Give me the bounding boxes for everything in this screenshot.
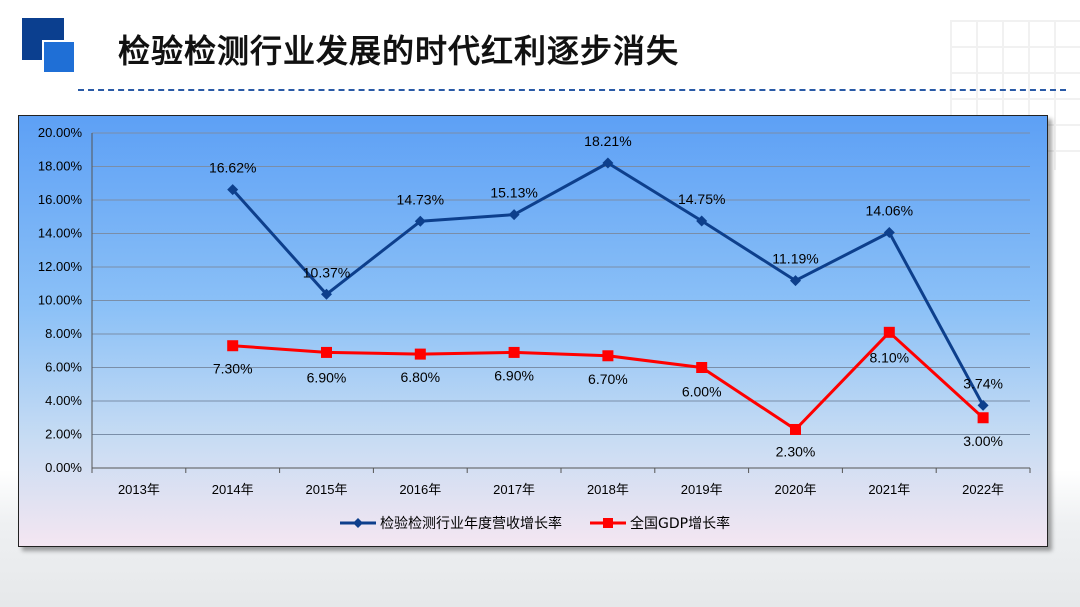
- data-point-2: [227, 340, 239, 352]
- x-tick-label: 2014年: [212, 482, 254, 497]
- data-point-2: [508, 346, 520, 358]
- data-point-1: [883, 226, 895, 238]
- data-label-1: 14.75%: [678, 191, 725, 207]
- logo-square-light: [42, 40, 76, 74]
- data-label-1: 18.21%: [584, 133, 631, 149]
- data-point-2: [977, 412, 989, 424]
- x-tick-label: 2017年: [493, 482, 535, 497]
- y-tick-label: 4.00%: [45, 393, 82, 408]
- y-tick-label: 0.00%: [45, 460, 82, 475]
- x-tick-label: 2021年: [868, 482, 910, 497]
- data-label-2: 2.30%: [776, 443, 816, 459]
- y-tick-label: 18.00%: [38, 159, 83, 174]
- legend-label-1: 检验检测行业年度营收增长率: [380, 515, 562, 532]
- y-tick-label: 14.00%: [38, 226, 83, 241]
- x-tick-label: 2018年: [587, 482, 629, 497]
- x-tick-label: 2022年: [962, 482, 1004, 497]
- data-point-1: [227, 184, 239, 196]
- y-tick-label: 10.00%: [38, 293, 83, 308]
- data-point-2: [321, 346, 332, 358]
- y-tick-label: 20.00%: [38, 125, 83, 140]
- y-tick-label: 2.00%: [45, 427, 82, 442]
- data-point-1: [414, 215, 426, 227]
- data-point-1: [602, 157, 614, 169]
- data-label-1: 14.73%: [397, 191, 444, 207]
- y-tick-label: 16.00%: [38, 192, 83, 207]
- chart-frame: [18, 115, 1048, 547]
- data-label-2: 6.90%: [307, 369, 347, 385]
- data-label-1: 11.19%: [772, 251, 818, 267]
- data-point-1: [977, 399, 989, 411]
- x-tick-label: 2015年: [306, 482, 348, 497]
- data-label-1: 15.13%: [490, 185, 537, 201]
- x-tick-label: 2019年: [681, 482, 723, 497]
- legend-marker-2: [603, 518, 613, 528]
- data-point-2: [602, 350, 614, 362]
- data-point-2: [414, 348, 426, 360]
- legend-label-2: 全国GDP增长率: [630, 515, 730, 532]
- data-point-2: [696, 362, 708, 373]
- slide-title: 检验检测行业发展的时代红利逐步消失: [118, 32, 680, 70]
- data-point-2: [883, 326, 895, 338]
- data-label-2: 6.90%: [494, 367, 534, 383]
- data-point-1: [696, 215, 708, 227]
- data-label-1: 14.06%: [866, 202, 913, 218]
- y-tick-label: 6.00%: [45, 360, 82, 375]
- data-point-2: [790, 423, 801, 435]
- data-point-1: [790, 275, 801, 287]
- data-label-2: 7.30%: [213, 361, 253, 377]
- y-tick-label: 8.00%: [45, 326, 82, 341]
- title-divider: [78, 89, 1066, 91]
- data-point-1: [508, 209, 520, 221]
- data-label-2: 6.00%: [682, 384, 722, 400]
- data-label-2: 8.10%: [869, 349, 909, 365]
- data-label-2: 3.00%: [963, 433, 1003, 449]
- data-point-1: [321, 288, 332, 300]
- data-label-1: 16.62%: [209, 160, 256, 176]
- x-tick-label: 2013年: [118, 482, 160, 497]
- y-tick-label: 12.00%: [38, 259, 83, 274]
- data-label-2: 6.70%: [588, 371, 628, 387]
- x-tick-label: 2020年: [775, 482, 817, 497]
- data-label-2: 6.80%: [400, 369, 440, 385]
- x-tick-label: 2016年: [399, 482, 441, 497]
- legend-marker-1: [353, 518, 363, 528]
- data-label-1: 3.74%: [963, 375, 1003, 391]
- data-label-1: 10.37%: [303, 264, 350, 280]
